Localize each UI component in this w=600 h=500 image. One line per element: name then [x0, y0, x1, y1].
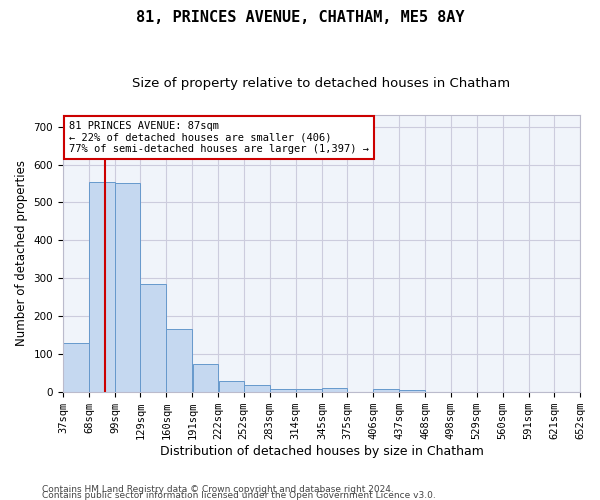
Text: Contains public sector information licensed under the Open Government Licence v3: Contains public sector information licen…	[42, 490, 436, 500]
Bar	[244, 386, 269, 392]
Bar	[63, 343, 89, 392]
Bar	[115, 182, 140, 392]
Y-axis label: Number of detached properties: Number of detached properties	[15, 160, 28, 346]
Bar	[270, 388, 296, 392]
X-axis label: Distribution of detached houses by size in Chatham: Distribution of detached houses by size …	[160, 444, 484, 458]
Bar	[218, 380, 244, 392]
Bar	[322, 388, 347, 392]
Text: 81, PRINCES AVENUE, CHATHAM, ME5 8AY: 81, PRINCES AVENUE, CHATHAM, ME5 8AY	[136, 10, 464, 25]
Bar	[166, 329, 192, 392]
Bar	[400, 390, 425, 392]
Bar	[140, 284, 166, 392]
Text: Contains HM Land Registry data © Crown copyright and database right 2024.: Contains HM Land Registry data © Crown c…	[42, 484, 394, 494]
Bar	[89, 182, 115, 392]
Bar	[296, 388, 322, 392]
Text: 81 PRINCES AVENUE: 87sqm
← 22% of detached houses are smaller (406)
77% of semi-: 81 PRINCES AVENUE: 87sqm ← 22% of detach…	[69, 121, 369, 154]
Bar	[373, 388, 399, 392]
Bar	[193, 364, 218, 392]
Title: Size of property relative to detached houses in Chatham: Size of property relative to detached ho…	[133, 78, 511, 90]
